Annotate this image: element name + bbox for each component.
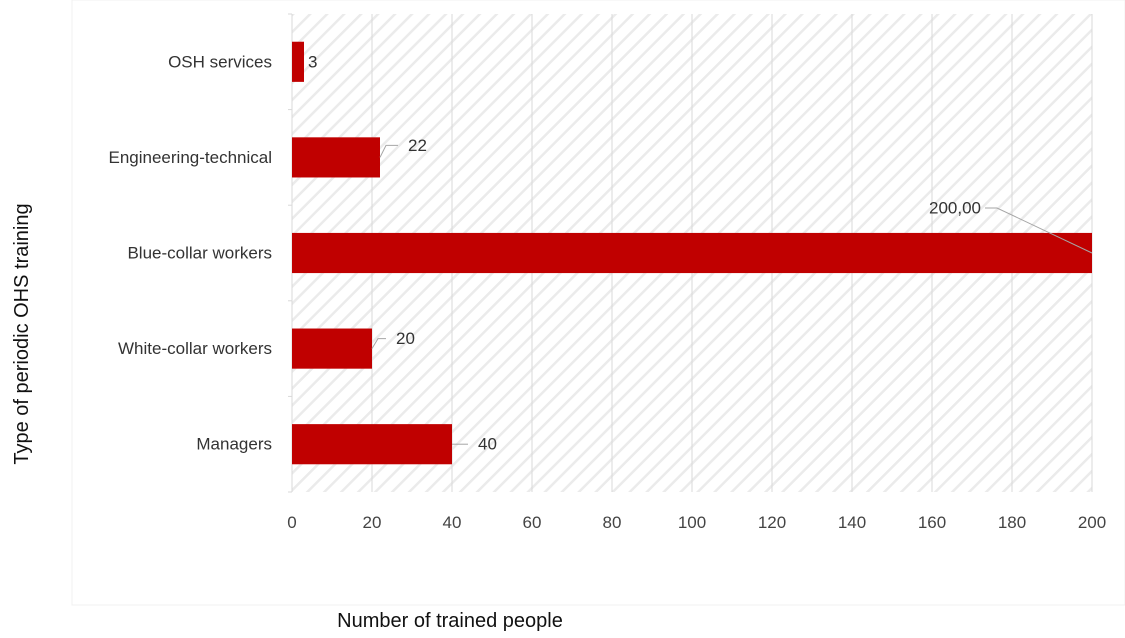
bar-3: [292, 328, 372, 369]
x-tick-label-3: 60: [523, 513, 542, 532]
x-tick-label-9: 180: [998, 513, 1026, 532]
y-axis-title: Type of periodic OHS training: [11, 203, 33, 464]
x-tick-label-8: 160: [918, 513, 946, 532]
leader-line-3: [371, 338, 386, 349]
leader-lines: [371, 144, 1093, 445]
x-tick-label-7: 140: [838, 513, 866, 532]
category-label-2: Blue-collar workers: [127, 244, 272, 263]
x-tick-labels: 0 20 40 60 80 100 120 140 160 180 200: [287, 513, 1106, 532]
leader-line-1: [379, 144, 398, 158]
data-label-0: 3: [308, 52, 317, 71]
x-tick-label-2: 40: [443, 513, 462, 532]
leader-line-2: [985, 207, 1093, 254]
category-ticks: [288, 13, 292, 493]
category-label-0: OSH services: [168, 52, 272, 71]
data-label-2: 200,00: [929, 199, 981, 218]
data-label-1: 22: [408, 136, 427, 155]
bar-4: [292, 424, 452, 465]
x-tick-label-5: 100: [678, 513, 706, 532]
x-tick-label-1: 20: [363, 513, 382, 532]
x-tick-label-6: 120: [758, 513, 786, 532]
bar-0: [292, 41, 304, 82]
category-labels: OSH services Engineering-technical Blue-co…: [109, 52, 273, 453]
x-axis-title: Number of trained people: [337, 610, 563, 632]
x-tick-label-0: 0: [287, 513, 296, 532]
bar-2: [292, 232, 1092, 274]
category-label-4: Managers: [196, 435, 272, 454]
data-labels: 3 22 200,00 20 40: [308, 52, 981, 453]
bars: [292, 41, 1092, 465]
x-tick-label-4: 80: [603, 513, 622, 532]
x-tick-label-10: 200: [1078, 513, 1106, 532]
data-label-4: 40: [478, 435, 497, 454]
category-label-3: White-collar workers: [118, 339, 272, 358]
category-label-1: Engineering-technical: [109, 148, 273, 167]
data-label-3: 20: [396, 329, 415, 348]
bar-1: [292, 137, 380, 178]
